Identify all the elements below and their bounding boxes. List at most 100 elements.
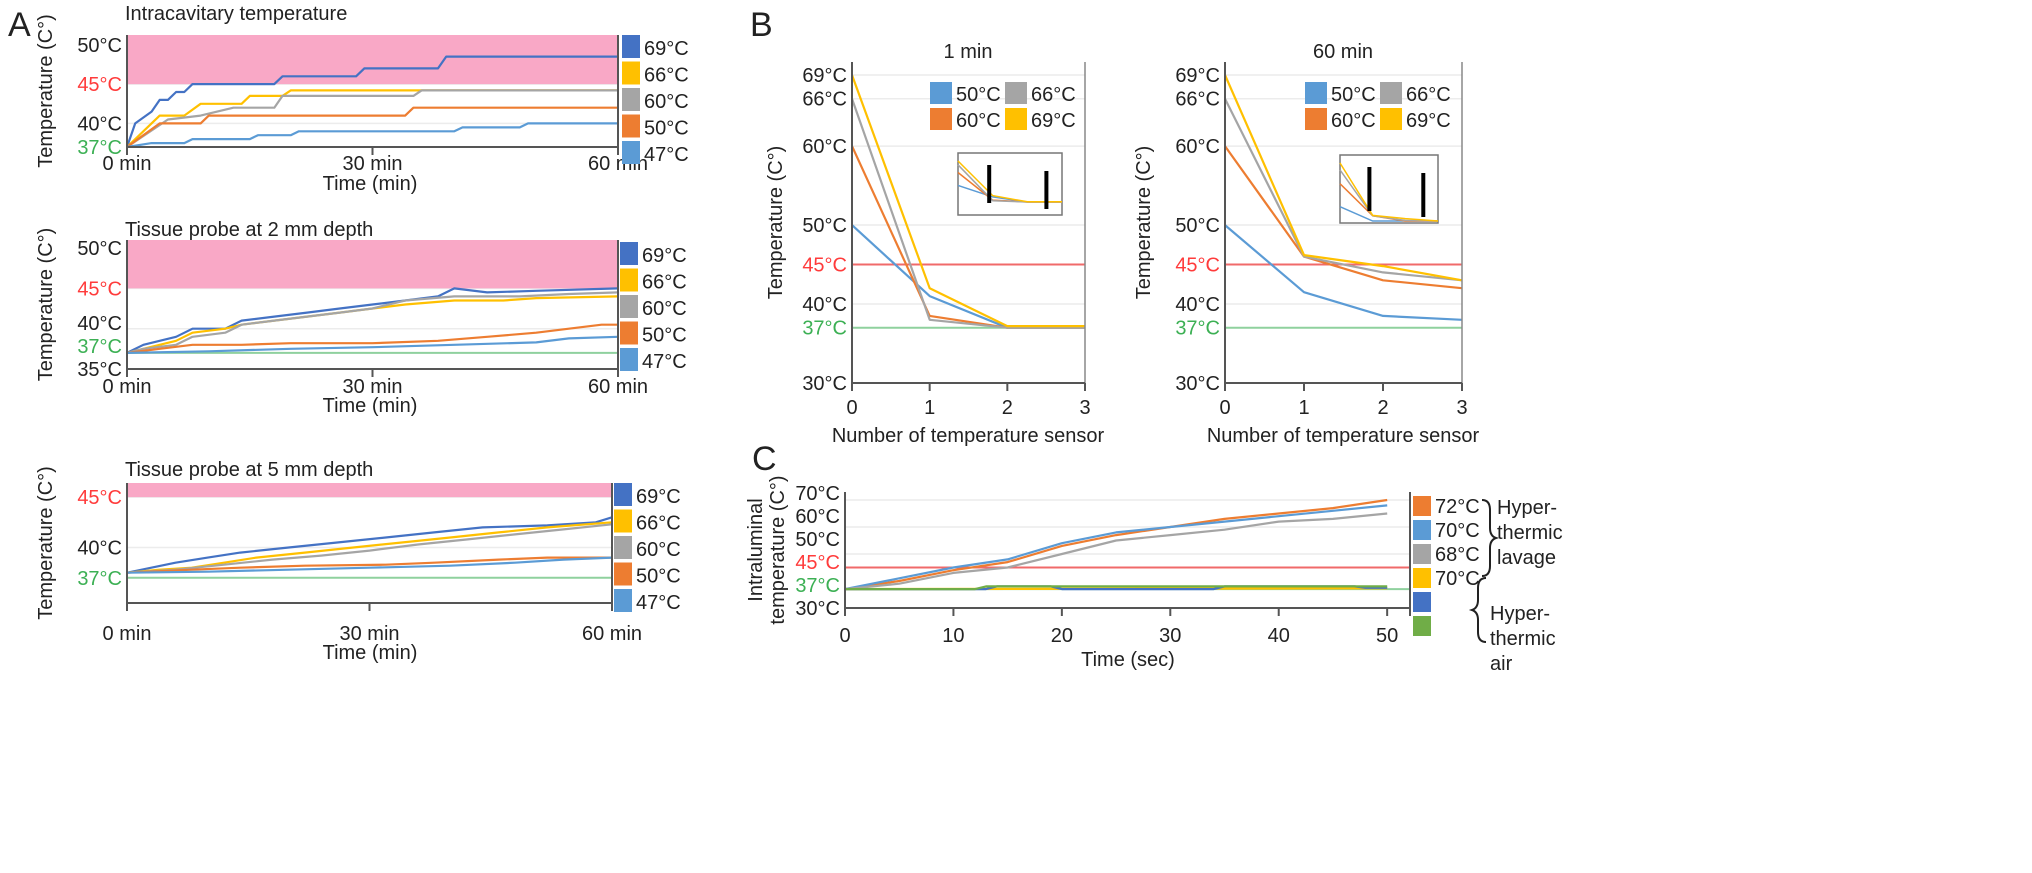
legend-swatch [1413, 520, 1431, 540]
series-line [125, 55, 618, 148]
group-label-lavage: Hyper- [1497, 497, 1557, 519]
legend-label: 47°C [642, 351, 687, 373]
y-tick-label: 30°C [802, 373, 847, 395]
chart-a2: 35°C37°C40°C 45°C 50°C 0 min 30 min 60 min Tis… [35, 219, 687, 417]
brace-icon [1481, 499, 1500, 577]
group-label-air: Hyper- [1490, 603, 1550, 625]
y-axis-label: Temperature (C°) [35, 466, 57, 620]
x-tick-label: 30 min [342, 376, 402, 398]
x-tick-label: 3 [1456, 397, 1467, 419]
y-axis-label: Intraluminal [745, 498, 767, 601]
y-tick-label: 50°C [77, 238, 122, 260]
y-tick-label: 35°C [77, 359, 122, 381]
legend-label: 60°C [1331, 110, 1376, 132]
series-line [845, 585, 1388, 591]
y-tick-label: 37°C [77, 336, 122, 358]
legend-label: 69°C [644, 38, 689, 60]
x-axis-label: Time (min) [323, 395, 418, 417]
legend-swatch [614, 589, 632, 612]
y-tick-label: 50°C [795, 529, 840, 551]
legend-label: 60°C [642, 298, 687, 320]
y-tick-label: 37°C [802, 318, 847, 340]
x-tick-label: 1 [1298, 397, 1309, 419]
legend-swatch [1005, 108, 1027, 130]
series-line [850, 98, 1085, 329]
y-tick-label: 60°C [1175, 136, 1220, 158]
x-tick-label: 0 [846, 397, 857, 419]
x-axis-label: Number of temperature sensor [832, 425, 1105, 447]
legend-label: 50°C [1331, 84, 1376, 106]
y-tick-label: 66°C [1175, 89, 1220, 111]
legend-label: 50°C [644, 118, 689, 140]
series-line [126, 291, 619, 354]
x-tick-label: 3 [1079, 397, 1090, 419]
legend-label: 50°C [956, 84, 1001, 106]
y-tick-label: 40°C [77, 313, 122, 335]
x-tick-label: 1 [924, 397, 935, 419]
series-line [1224, 224, 1463, 321]
series-line [126, 556, 612, 574]
y-tick-label: 45°C [802, 255, 847, 277]
x-tick-label: 2 [1002, 397, 1013, 419]
y-tick-label: 40°C [1175, 294, 1220, 316]
series-line [1224, 98, 1463, 282]
x-tick-label: 30 min [339, 623, 399, 645]
legend-label: 66°C [1406, 84, 1451, 106]
legend-label: 47°C [636, 592, 681, 614]
y-tick-label: 69°C [802, 65, 847, 87]
chart-title: 1 min [944, 41, 993, 63]
y-tick-label: 45°C [77, 74, 122, 96]
hyperthermia-band [127, 35, 618, 85]
legend-label: 72°C [1435, 496, 1480, 518]
legend-swatch [1413, 568, 1431, 588]
legend-swatch [614, 562, 632, 586]
x-tick-label: 30 [1159, 625, 1181, 647]
series-line [126, 523, 613, 574]
y-tick-label: 37°C [77, 137, 122, 159]
hyperthermia-band [127, 483, 612, 498]
legend-swatch [620, 321, 638, 345]
series-line [844, 504, 1388, 591]
legend-swatch [1380, 108, 1402, 130]
y-tick-label: 30°C [1175, 373, 1220, 395]
y-axis-label: Temperature (C°) [35, 228, 57, 382]
series-line [126, 89, 618, 148]
legend-label: 50°C [636, 566, 681, 588]
charts-group: 37°C40°C45°C50°C0 min 30 min 60 minIntraca… [35, 3, 1563, 675]
legend-swatch [1413, 592, 1431, 612]
y-axis-label: temperature (C°) [767, 475, 789, 624]
y-tick-label: 40°C [802, 294, 847, 316]
y-tick-label: 37°C [795, 575, 840, 597]
series-line [126, 335, 619, 354]
x-tick-label: 40 [1268, 625, 1290, 647]
inset-series-line [1339, 169, 1439, 222]
series-line [126, 89, 618, 148]
legend-swatch [614, 509, 632, 533]
legend-label: 60°C [636, 539, 681, 561]
chart-title: Tissue probe at 5 mm depth [125, 459, 373, 481]
x-axis-label: Number of temperature sensor [1207, 425, 1480, 447]
legend-swatch [1413, 616, 1431, 636]
y-tick-label: 69°C [1175, 65, 1220, 87]
group-label-air: air [1490, 653, 1513, 675]
y-tick-label: 60°C [795, 506, 840, 528]
series-line [126, 323, 618, 354]
panel-label-a: A [8, 6, 31, 44]
series-line [126, 516, 613, 574]
y-tick-label: 66°C [802, 89, 847, 111]
group-label-lavage: lavage [1497, 547, 1556, 569]
legend-swatch [930, 82, 952, 104]
y-axis-label: Temperature (C°) [765, 146, 787, 300]
legend-swatch [1305, 82, 1327, 104]
legend-swatch [1005, 82, 1027, 104]
brace-icon [1468, 577, 1487, 643]
legend-swatch [1305, 108, 1327, 130]
chart-c: 30°C37°C45°C50°C60°C70°C0 10 20 30 40 50Time … [745, 475, 1563, 675]
series-line [126, 287, 619, 354]
legend-swatch [614, 483, 632, 506]
legend-swatch [930, 108, 952, 130]
series-line [850, 74, 1085, 328]
legend-swatch [622, 141, 640, 164]
chart-a1: 37°C40°C45°C50°C0 min 30 min 60 minIntraca… [35, 3, 689, 195]
y-tick-label: 50°C [1175, 215, 1220, 237]
